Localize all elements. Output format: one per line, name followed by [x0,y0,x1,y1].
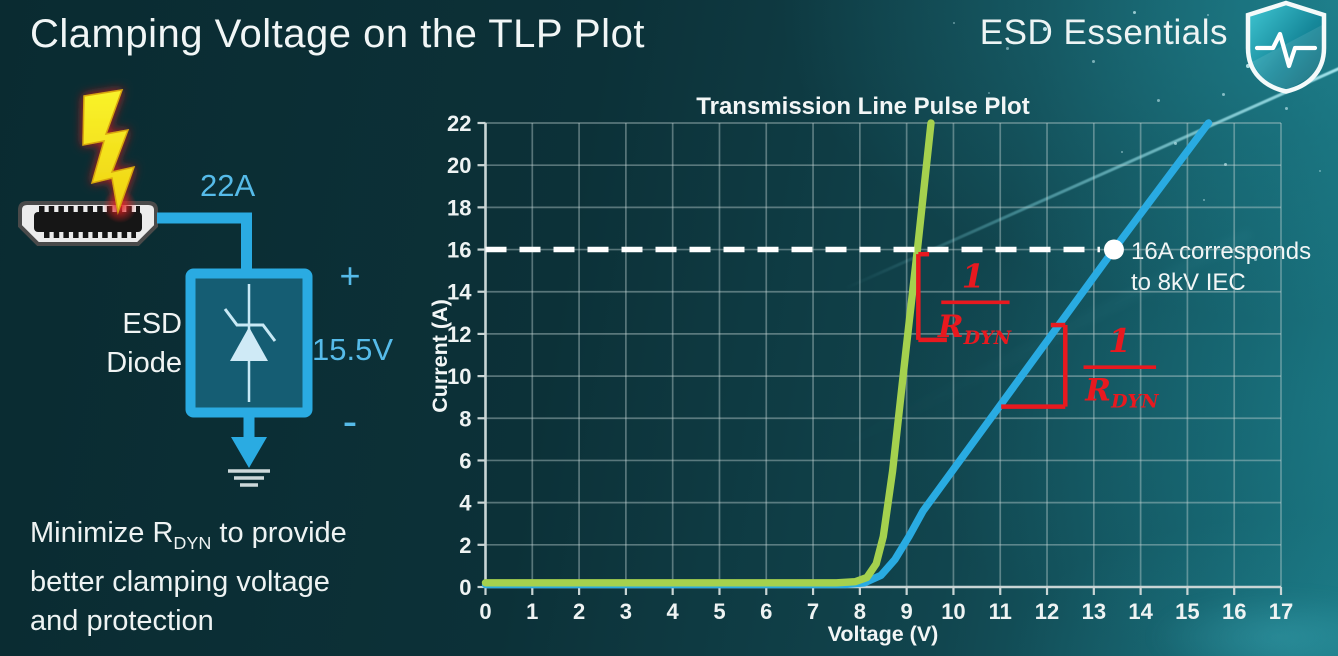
x-tick-label: 14 [1128,599,1153,624]
footnote-line1-suffix: to provide [211,517,347,549]
x-tick-label: 0 [479,599,491,624]
y-tick-label: 18 [447,195,471,220]
pulse-line-icon [1254,31,1318,69]
marker-label-line1: 16A corresponds [1131,238,1311,265]
minus-label: - [343,397,358,446]
x-axis-label: Voltage (V) [828,622,939,646]
x-tick-label: 5 [713,599,725,624]
series-low-rdyn-curve-green [481,119,935,587]
x-tick-label: 1 [526,599,538,624]
y-tick-label: 2 [459,533,471,558]
chart-title: Transmission Line Pulse Plot [696,93,1029,120]
lightning-icon [82,89,136,215]
rdyn-fraction-denominator: RDYN [937,309,1012,349]
y-axis-label: Current (A) [428,299,452,412]
y-tick-label: 6 [459,448,471,473]
tick-labels: 0 1 2 3 4 5 6 7 8 9 10 11 12 13 14 15 16 1702468101214161… [447,111,1293,624]
page-title: Clamping Voltage on the TLP Plot [30,12,645,56]
y-tick-label: 10 [447,364,471,389]
ground-icon [228,469,270,487]
esd-protection-diagram: 22A ESD Diode + 15.5V - [18,89,393,487]
footnote-line2: better clamping voltage [30,565,330,598]
x-tick-label: 6 [760,599,772,624]
marker-label-line2: to 8kV IEC [1131,269,1246,296]
x-tick-label: 3 [620,599,632,624]
y-tick-label: 8 [459,406,471,431]
x-tick-label: 9 [901,599,913,624]
x-tick-label: 8 [854,599,866,624]
annotations: 1 RDYN 1 RDYN [916,251,1159,412]
rdyn-fraction-denominator: RDYN [1084,372,1159,412]
esd-shield-icon [1245,0,1327,94]
y-tick-label: 12 [447,322,471,347]
y-tick-label: 16 [447,238,471,263]
brand: ESD Essentials [980,0,1330,96]
x-tick-label: 13 [1082,599,1106,624]
rdyn-fraction-numerator: 1 [1108,321,1131,360]
rdyn-fraction-numerator: 1 [962,257,985,296]
hdmi-connector-icon [18,201,158,246]
y-tick-label: 20 [447,153,471,178]
shield-outline [1245,0,1327,94]
device-label-line1: ESD [122,308,182,340]
x-tick-label: 17 [1269,599,1293,624]
brand-name: ESD Essentials [979,13,1228,52]
x-tick-label: 15 [1175,599,1199,624]
x-tick-label: 4 [667,599,680,624]
y-tick-label: 14 [447,280,472,305]
footnote-rdyn-sub: DYN [173,532,212,553]
x-tick-label: 7 [807,599,819,624]
y-tick-label: 0 [459,575,471,600]
device-label-line2: Diode [106,347,182,379]
footnote: Minimize RDYN to provide better clamping… [30,514,347,641]
arrow-down-icon [231,437,267,468]
footnote-line1-prefix: Minimize R [30,517,174,549]
zener-cathode-bar [223,308,277,342]
y-tick-label: 4 [459,491,472,516]
zener-diode-icon [230,327,268,361]
x-tick-label: 10 [941,599,965,624]
plus-label: + [339,255,360,296]
x-tick-label: 16 [1222,599,1246,624]
x-tick-label: 12 [1035,599,1059,624]
footnote-line3: and protection [30,604,214,637]
x-tick-label: 11 [989,599,1012,624]
curves [481,119,1213,589]
x-tick-label: 2 [573,599,585,624]
series-high-rdyn-curve-blue [481,119,1213,589]
y-tick-label: 22 [447,111,471,136]
grid-lines [484,122,1282,588]
clamp-voltage-label: 15.5V [312,332,393,367]
reference-line [485,239,1124,260]
surge-current-label: 22A [200,168,255,203]
intersection-dot [1103,239,1124,260]
axes [477,121,1283,595]
wire [157,212,252,273]
